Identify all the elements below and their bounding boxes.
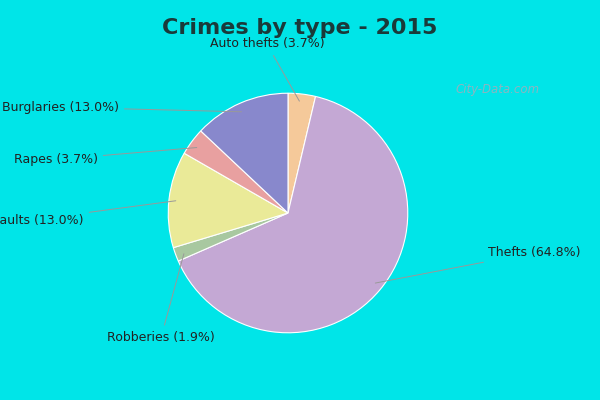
Text: Rapes (3.7%): Rapes (3.7%) [14,148,197,166]
Text: Assaults (13.0%): Assaults (13.0%) [0,201,176,226]
Text: Thefts (64.8%): Thefts (64.8%) [376,246,581,283]
Wedge shape [184,131,288,213]
Text: City-Data.com: City-Data.com [456,83,540,96]
Wedge shape [173,213,288,261]
Text: Auto thefts (3.7%): Auto thefts (3.7%) [209,38,324,101]
Text: Crimes by type - 2015: Crimes by type - 2015 [163,18,437,38]
Wedge shape [288,93,316,213]
Wedge shape [201,93,288,213]
Text: Robberies (1.9%): Robberies (1.9%) [107,254,215,344]
Text: Burglaries (13.0%): Burglaries (13.0%) [2,101,242,114]
Wedge shape [168,153,288,248]
Wedge shape [178,96,408,333]
